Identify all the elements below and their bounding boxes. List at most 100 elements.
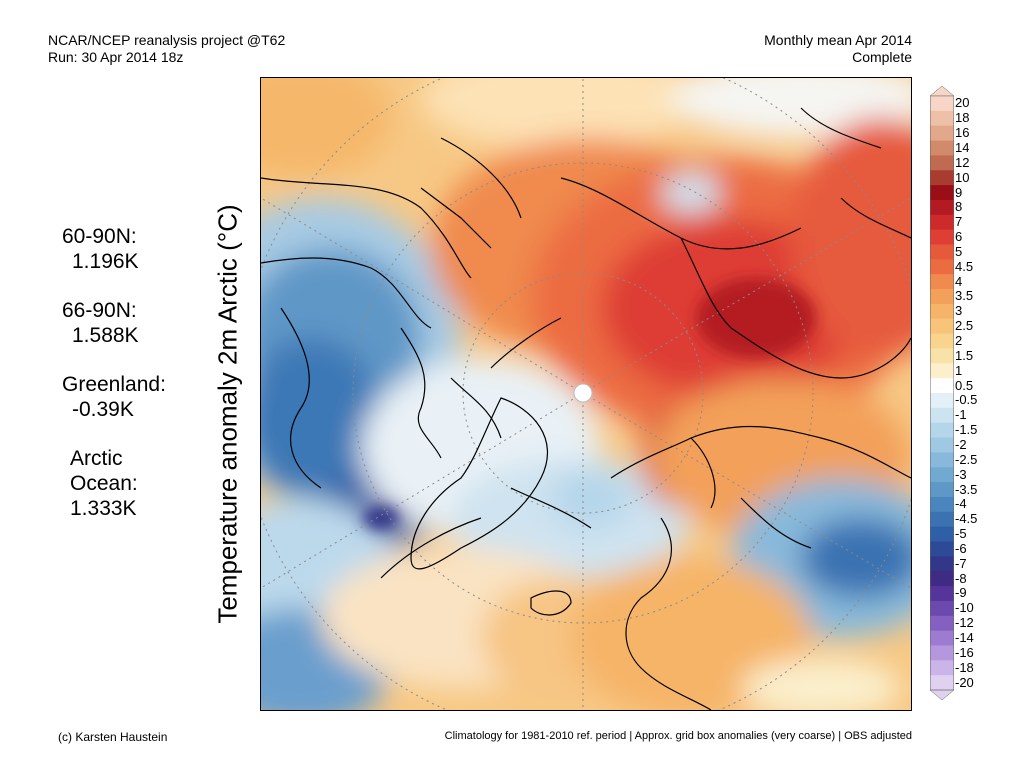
colorbar-tick-label: -1 [955,407,967,423]
anomaly-blobs [261,78,911,710]
colorbar-tick-label: 2 [955,333,963,349]
colorbar-swatch [930,229,954,245]
colorbar-tick-label: 0.5 [955,377,974,393]
colorbar-swatch [930,125,954,142]
colorbar-tick-label: -4.5 [955,511,978,527]
colorbar-tick-label: -3 [955,466,967,482]
colorbar-tick-label: 8 [955,199,963,215]
colorbar-tick-label: -3.5 [955,481,978,497]
coastlines [261,107,911,710]
colorbar-swatch [930,556,954,572]
stat-66-90n: 66-90N: 1.588K [62,298,212,348]
colorbar-tick-label: 3 [955,303,963,319]
header-source: NCAR/NCEP reanalysis project @T62 [48,32,286,48]
colorbar-tick-label: 7 [955,214,963,230]
colorbar-tick-label: -7 [955,555,967,571]
stat-label: 66-90N: [62,299,137,322]
colorbar-tick-label: 1 [955,362,963,378]
colorbar-tick-label: -10 [955,600,974,616]
graticule [261,78,911,710]
colorbar-swatch [930,526,954,542]
colorbar-swatch [930,185,954,201]
colorbar-swatch [930,586,954,602]
colorbar-swatch [930,511,954,528]
colorbar-tick-label: 18 [955,110,970,126]
colorbar-tick-label: 5 [955,243,963,259]
header-run-time: Run: 30 Apr 2014 18z [48,49,184,65]
colorbar-tick-label: 1.5 [955,347,974,363]
colorbar-swatch [930,571,954,587]
colorbar-swatch [930,600,954,617]
colorbar-swatch [930,199,954,216]
colorbar-swatch [930,333,954,349]
colorbar-tick-label: 6 [955,229,963,245]
header-status: Complete [852,49,912,65]
colorbar-tick-label: -2 [955,436,967,452]
colorbar-min-arrow [930,689,954,700]
header-period-info: Monthly mean Apr 2014 Complete [764,32,912,66]
stat-label: Greenland: [62,373,166,396]
colorbar-swatch [930,214,954,231]
stat-greenland: Greenland: -0.39K [62,372,212,422]
colorbar-tick-label: 10 [955,169,970,185]
colorbar-tick-label: -4 [955,496,967,512]
colorbar-tick-label: 9 [955,184,963,200]
colorbar-tick-label: 14 [955,139,970,155]
colorbar-tick-label: 4.5 [955,258,974,274]
colorbar-swatch [930,378,954,394]
colorbar-tick-label: 2.5 [955,318,974,334]
colorbar-tick-label: -14 [955,630,974,646]
colorbar-swatch [930,110,954,127]
colorbar-tick-label: 16 [955,125,970,141]
colorbar-swatch [930,467,954,483]
stat-label-line2: Ocean: [70,472,138,495]
stat-label: Arctic [70,447,123,470]
colorbar-swatch [930,407,954,424]
colorbar-swatch [930,615,954,632]
colorbar-tick-label: 4 [955,273,963,289]
colorbar-tick-label: 12 [955,154,970,170]
colorbar-swatch [930,660,954,676]
colorbar-swatch [930,303,954,320]
colorbar-tick-label: -12 [955,615,974,631]
colorbar-swatch [930,645,954,661]
stat-value: 1.588K [72,324,139,347]
colorbar-swatch [930,363,954,379]
footer-note: Climatology for 1981-2010 ref. period | … [444,730,912,742]
map-axis-label: Temperature anomaly 2m Arctic (°C) [212,204,243,624]
stat-label: 60-90N: [62,225,137,248]
stat-value: 1.196K [72,250,139,273]
colorbar-swatch [930,170,954,186]
colorbar-max-arrow [930,86,954,97]
regional-stats: 60-90N: 1.196K 66-90N: 1.588K Greenland:… [62,224,212,545]
colorbar-swatch [930,348,954,364]
colorbar-tick-label: -5 [955,526,967,542]
colorbar-swatch [930,244,954,260]
colorbar-tick-label: 3.5 [955,288,974,304]
colorbar-tick-label: -8 [955,570,967,586]
colorbar-swatch [930,96,954,112]
colorbar-tick-label: -6 [955,540,967,556]
colorbar-swatch [930,140,954,156]
colorbar-tick-label: -0.5 [955,392,978,408]
colorbar-swatch [930,318,954,335]
colorbar-swatch [930,541,954,557]
colorbar-tick-label: -2.5 [955,451,978,467]
stat-arctic-ocean: Arctic Ocean: 1.333K [62,446,212,521]
colorbar-swatch [930,437,954,453]
colorbar-swatch [930,496,954,513]
colorbar-tick-label: -16 [955,644,974,660]
colorbar-outline [930,95,954,691]
colorbar-tick-label: -9 [955,585,967,601]
colorbar-swatch [930,482,954,498]
colorbar-swatch [930,274,954,290]
stat-value: -0.39K [72,398,134,421]
colorbar-tick-label: -1.5 [955,422,978,438]
colorbar-swatch [930,422,954,439]
header-run-info: NCAR/NCEP reanalysis project @T62 Run: 3… [48,32,285,66]
colorbar [930,86,954,700]
colorbar-tick-label: -20 [955,674,974,690]
colorbar-swatch [930,289,954,305]
colorbar-swatch [930,259,954,275]
colorbar-swatch [930,155,954,171]
